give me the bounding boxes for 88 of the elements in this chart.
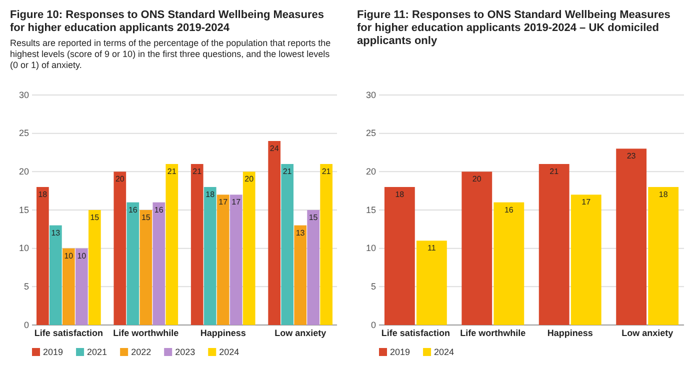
chart-subtitle: Results are reported in terms of the percentage of the population that reports the highest levels (score of 9 or 10) in the first three questions, and the lowest levels (0 or 1) of anxiety.	[10, 38, 331, 70]
y-tick-label: 30	[18, 90, 29, 100]
data-label: 21	[192, 167, 202, 176]
bar	[126, 202, 140, 325]
legend-label: 2021	[87, 347, 108, 357]
data-label: 10	[77, 251, 87, 260]
bar	[152, 202, 166, 325]
bar	[50, 225, 62, 325]
data-label: 16	[504, 205, 514, 214]
y-tick-label: 30	[366, 90, 376, 100]
bar	[538, 164, 570, 325]
y-tick-label: 15	[18, 204, 29, 215]
data-label: 20	[472, 174, 482, 184]
data-label: 21	[167, 167, 177, 176]
data-label: 13	[51, 228, 61, 238]
y-tick-label: 0	[370, 320, 376, 330]
data-label: 21	[550, 167, 560, 176]
bar	[140, 210, 152, 325]
bar	[36, 187, 49, 325]
bar	[281, 164, 294, 325]
data-label: 18	[658, 190, 668, 199]
legend-label: 2022	[131, 347, 152, 357]
data-label: 18	[395, 190, 405, 199]
legend-label: 2023	[175, 347, 196, 357]
data-label: 24	[270, 144, 280, 153]
bar	[570, 194, 602, 325]
bar	[416, 240, 447, 325]
data-label: 15	[90, 213, 100, 222]
y-tick-label: 20	[18, 166, 29, 177]
data-label: 21	[322, 167, 332, 176]
bar	[268, 141, 281, 325]
data-label: 18	[38, 190, 48, 199]
data-label: 15	[308, 213, 318, 222]
data-label: 13	[296, 228, 306, 238]
bar	[494, 202, 524, 325]
legend-label: 2024	[219, 347, 240, 357]
data-label: 16	[128, 205, 138, 214]
bar	[62, 248, 75, 325]
y-tick-label: 25	[366, 128, 376, 138]
data-label: 16	[154, 205, 164, 214]
bar	[462, 172, 492, 325]
y-tick-label: 5	[24, 282, 29, 292]
data-label: 11	[428, 244, 436, 253]
bar	[616, 148, 647, 325]
data-label: 18	[206, 190, 216, 199]
x-tick-label: Low anxiety	[274, 328, 326, 338]
bar	[320, 164, 332, 325]
chart-title: Figure 10: Responses to ONS Standard Wellbeing Measures for higher education applicants 2019-2024	[10, 9, 324, 34]
bar	[294, 225, 306, 325]
bar	[230, 194, 242, 325]
y-tick-label: 5	[370, 282, 376, 292]
legend-label: 2024	[434, 347, 454, 357]
y-tick-label: 15	[366, 204, 376, 215]
bar	[88, 210, 101, 325]
data-label: 20	[244, 174, 254, 184]
y-tick-label: 10	[366, 243, 376, 254]
bar	[190, 164, 204, 325]
bar	[384, 187, 415, 325]
bar	[76, 248, 88, 325]
chart-title: Figure 11: Responses to ONS Standard Wellbeing Measures for higher education applicants 2019-2024 – UK domiciled applicants only	[357, 9, 670, 47]
x-tick-label: Happiness	[547, 328, 593, 338]
x-tick-label: Happiness	[200, 328, 246, 338]
data-label: 10	[64, 251, 74, 260]
y-tick-label: 10	[18, 243, 29, 254]
data-label: 21	[282, 167, 292, 176]
y-tick-label: 0	[24, 320, 29, 330]
data-label: 17	[232, 198, 242, 207]
x-tick-label: Life satisfaction	[34, 328, 103, 338]
bar	[114, 172, 126, 325]
data-label: 17	[218, 198, 228, 207]
bar	[166, 164, 178, 325]
data-label: 15	[141, 213, 151, 222]
data-label: 17	[582, 198, 592, 207]
bar	[216, 194, 230, 325]
y-tick-label: 25	[18, 128, 29, 138]
bar	[648, 187, 679, 325]
y-tick-label: 20	[366, 166, 376, 177]
x-tick-label: Life worthwhile	[113, 328, 179, 338]
bar	[242, 172, 256, 325]
x-tick-label: Life worthwhile	[460, 328, 526, 338]
data-label: 23	[626, 152, 636, 161]
bar	[307, 210, 320, 325]
bar	[204, 187, 216, 325]
x-tick-label: Life satisfaction	[381, 328, 450, 338]
legend-label: 2019	[390, 347, 410, 357]
legend-label: 2019	[43, 347, 64, 357]
x-tick-label: Low anxiety	[622, 328, 674, 338]
data-label: 20	[115, 174, 125, 184]
